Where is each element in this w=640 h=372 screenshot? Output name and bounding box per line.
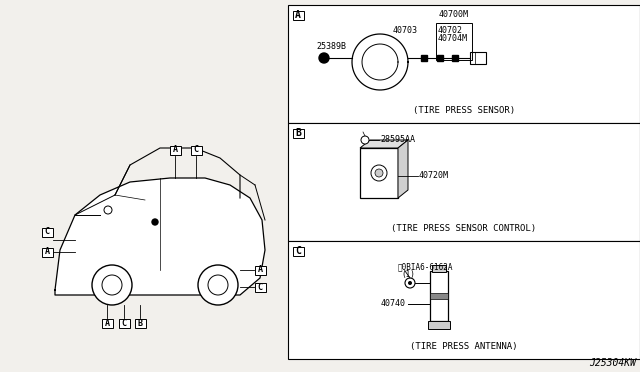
Text: A: A: [257, 266, 262, 275]
Bar: [292, 247, 303, 256]
Text: C: C: [45, 228, 49, 237]
Circle shape: [405, 278, 415, 288]
Circle shape: [152, 219, 158, 225]
Circle shape: [319, 53, 329, 63]
Bar: [470, 52, 486, 64]
Bar: [360, 148, 398, 198]
Bar: [428, 321, 450, 329]
Text: C: C: [193, 145, 198, 154]
Text: B: B: [138, 318, 143, 327]
Bar: [42, 247, 52, 257]
Circle shape: [375, 169, 383, 177]
Text: J25304KW: J25304KW: [589, 358, 636, 368]
Circle shape: [208, 275, 228, 295]
Bar: [432, 265, 446, 272]
Text: C: C: [295, 246, 301, 256]
Bar: [170, 145, 180, 154]
Bar: [255, 266, 266, 275]
Circle shape: [198, 265, 238, 305]
Polygon shape: [360, 140, 408, 148]
Text: (TIRE PRESS ANTENNA): (TIRE PRESS ANTENNA): [410, 342, 518, 351]
Bar: [292, 10, 303, 19]
Bar: [288, 241, 640, 359]
Text: 40702: 40702: [438, 26, 463, 35]
Text: 25389B: 25389B: [316, 42, 346, 51]
Text: 40704M: 40704M: [438, 34, 468, 43]
Text: 40740: 40740: [381, 299, 406, 308]
Text: (1): (1): [401, 269, 415, 279]
Bar: [288, 5, 640, 123]
Text: A: A: [173, 145, 177, 154]
Text: C: C: [257, 282, 262, 292]
Text: A: A: [295, 10, 301, 20]
Circle shape: [104, 206, 112, 214]
Polygon shape: [55, 178, 265, 295]
Text: C: C: [122, 318, 127, 327]
Text: 40700M: 40700M: [439, 10, 469, 19]
Bar: [191, 145, 202, 154]
Circle shape: [371, 165, 387, 181]
Bar: [421, 55, 427, 61]
Text: 40720M: 40720M: [419, 171, 449, 180]
Circle shape: [408, 281, 412, 285]
Text: 40703: 40703: [393, 26, 418, 35]
Bar: [102, 318, 113, 327]
Bar: [436, 23, 472, 60]
Bar: [288, 123, 640, 241]
Bar: [452, 55, 458, 61]
Bar: [255, 282, 266, 292]
Bar: [437, 55, 443, 61]
Text: B: B: [295, 128, 301, 138]
Circle shape: [92, 265, 132, 305]
Bar: [134, 318, 145, 327]
Text: Ⓑ0BIA6-6162A: Ⓑ0BIA6-6162A: [398, 263, 454, 272]
Bar: [430, 271, 448, 321]
Text: (TIRE PRESS SENSOR CONTROL): (TIRE PRESS SENSOR CONTROL): [392, 224, 536, 233]
Circle shape: [361, 136, 369, 144]
Bar: [118, 318, 129, 327]
Bar: [42, 228, 52, 237]
Text: 28595AA: 28595AA: [380, 135, 415, 144]
Bar: [430, 293, 448, 299]
Text: (TIRE PRESS SENSOR): (TIRE PRESS SENSOR): [413, 106, 515, 115]
Text: A: A: [45, 247, 49, 257]
Text: A: A: [104, 318, 109, 327]
Polygon shape: [398, 140, 408, 198]
Circle shape: [102, 275, 122, 295]
Bar: [292, 128, 303, 138]
